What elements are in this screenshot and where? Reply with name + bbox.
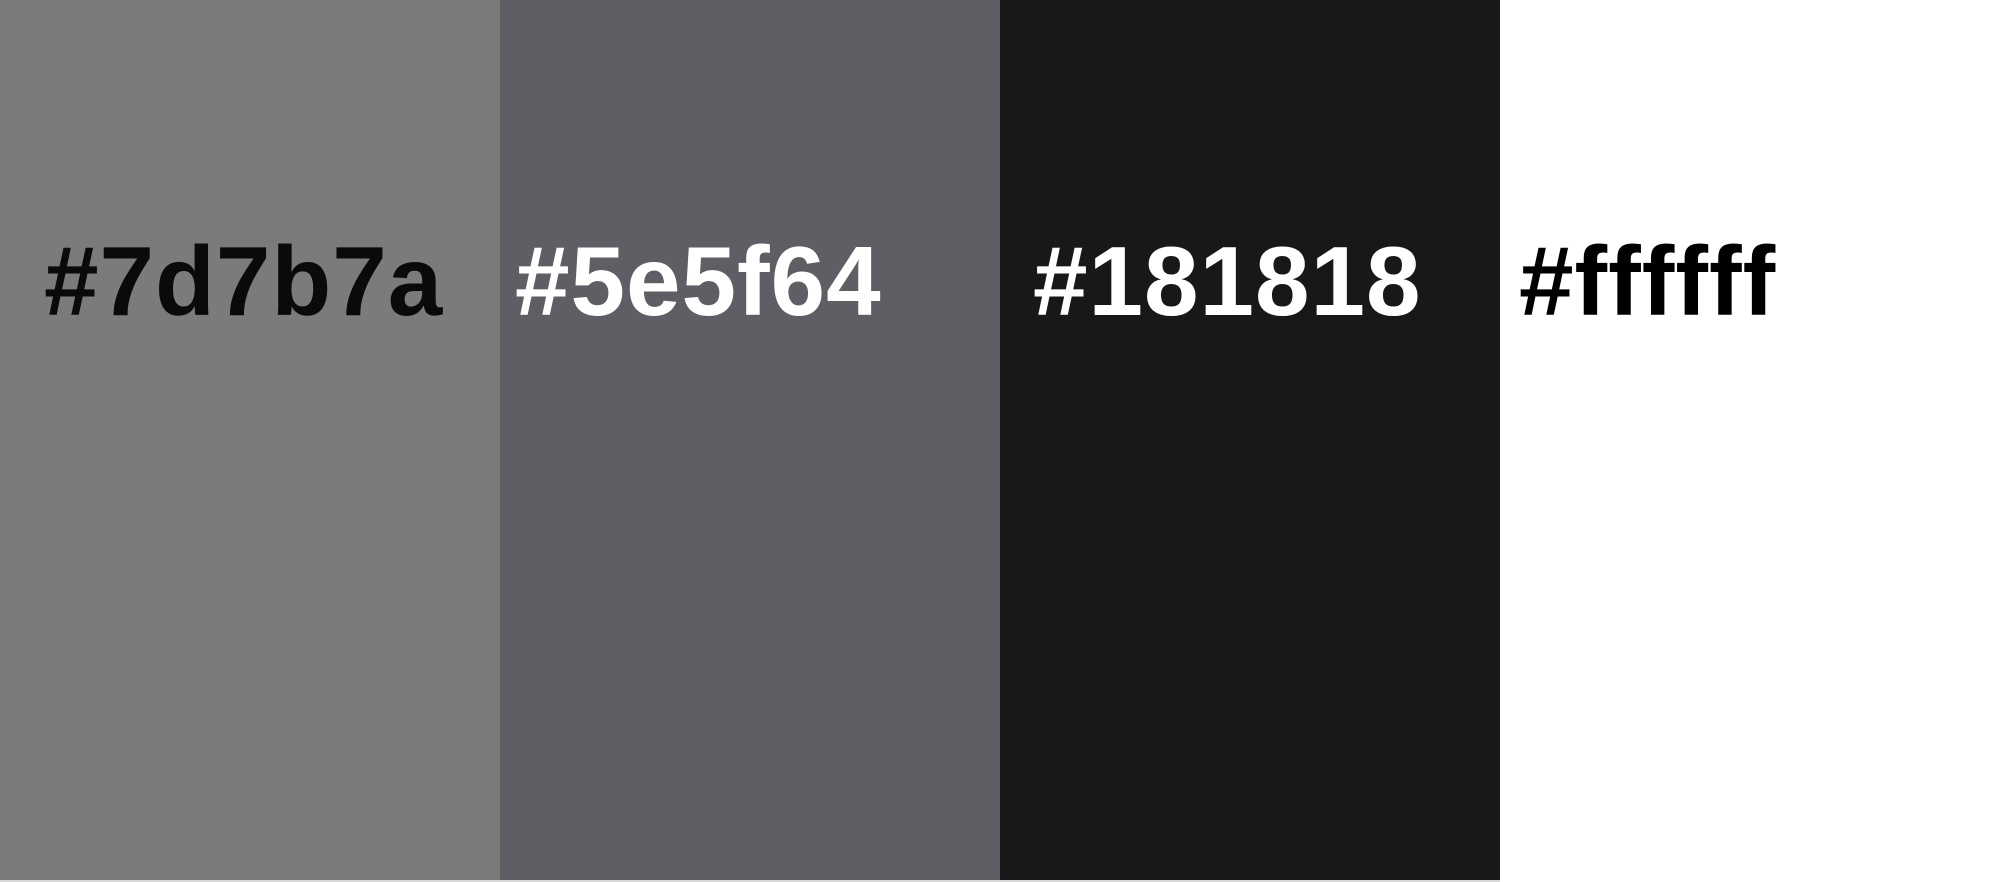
swatch-3-hex-label: #181818 [1033,226,1422,336]
swatch-1: #7d7b7a [0,0,500,882]
swatch-4-hex-label: #ffffff [1519,226,1777,336]
swatch-3: #181818 [1000,0,1500,882]
swatch-4: #ffffff [1500,0,2000,882]
bottom-divider [0,880,1500,882]
swatch-2-hex-label: #5e5f64 [515,226,882,336]
swatch-2: #5e5f64 [500,0,1000,882]
swatch-1-hex-label: #7d7b7a [44,226,444,336]
